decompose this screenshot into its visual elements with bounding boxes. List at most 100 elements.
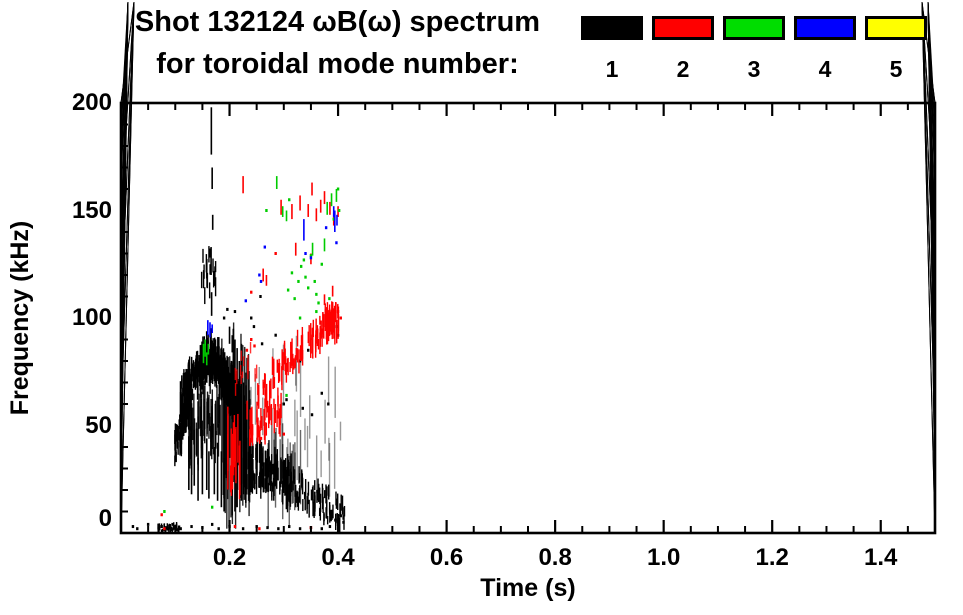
- data-point: [328, 297, 331, 301]
- data-streak: [215, 362, 217, 381]
- data-streak: [289, 362, 291, 373]
- data-streak: [212, 271, 215, 288]
- data-streak: [190, 447, 193, 495]
- legend-item-mode-5: 5: [865, 16, 927, 82]
- data-streak: [180, 417, 183, 427]
- data-streak: [335, 498, 338, 509]
- data-streak: [294, 242, 297, 256]
- data-point: [317, 301, 320, 305]
- data-point: [315, 292, 318, 296]
- data-streak: [214, 337, 216, 356]
- data-streak: [301, 349, 304, 366]
- data-streak: [248, 436, 251, 467]
- data-point: [166, 527, 169, 531]
- data-streak: [325, 307, 328, 326]
- data-streak: [250, 418, 253, 443]
- x-axis-title: Time (s): [480, 574, 576, 602]
- data-streak: [324, 303, 326, 328]
- data-streak: [218, 358, 220, 379]
- data-streak: [213, 358, 215, 373]
- data-streak: [334, 513, 337, 531]
- data-point: [190, 525, 193, 529]
- data-streak: [339, 503, 342, 516]
- chart-title-block: Shot 132124 ωB(ω) spectrum for toroidal …: [50, 0, 625, 84]
- x-tick-label-0.4: 0.4: [321, 544, 355, 571]
- data-streak: [266, 400, 269, 413]
- data-streak: [296, 348, 299, 363]
- data-streak: [312, 499, 314, 517]
- data-streak: [256, 409, 258, 423]
- data-streak: [238, 361, 241, 490]
- data-streak: [323, 513, 325, 522]
- data-streak: [208, 246, 210, 263]
- data-streak: [199, 360, 202, 381]
- data-point: [177, 525, 181, 529]
- legend-item-mode-1: 1: [581, 16, 643, 82]
- data-streak: [295, 492, 297, 508]
- data-streak: [174, 434, 176, 452]
- data-streak: [342, 507, 344, 520]
- data-streak: [304, 491, 306, 511]
- data-point: [285, 393, 288, 397]
- data-streak: [263, 420, 266, 440]
- data-streak: [167, 524, 169, 530]
- data-streak: [195, 370, 197, 388]
- data-streak: [211, 399, 214, 438]
- data-streak: [304, 418, 306, 451]
- data-streak: [231, 433, 234, 490]
- data-streak: [319, 493, 322, 513]
- data-streak: [242, 176, 244, 194]
- data-streak: [283, 480, 285, 488]
- data-streak: [294, 399, 296, 437]
- data-point: [299, 264, 303, 268]
- data-streak: [273, 408, 275, 434]
- data-streak: [286, 483, 289, 492]
- data-streak: [175, 449, 177, 462]
- data-streak: [280, 392, 282, 419]
- data-streak: [189, 386, 191, 431]
- data-streak: [308, 325, 310, 347]
- data-streak: [303, 491, 306, 500]
- data-streak: [205, 254, 208, 273]
- data-streak: [287, 438, 289, 459]
- data-streak: [208, 394, 210, 439]
- data-point: [274, 333, 277, 337]
- data-streak: [311, 327, 314, 347]
- data-point: [250, 338, 253, 341]
- data-streak: [182, 403, 184, 428]
- data-streak: [276, 359, 278, 373]
- data-streak: [334, 366, 336, 418]
- data-streak: [251, 424, 254, 436]
- data-point: [169, 527, 173, 531]
- data-streak: [206, 272, 209, 289]
- data-streak: [214, 261, 217, 273]
- data-streak: [217, 366, 219, 382]
- data-streak: [184, 372, 186, 395]
- data-point: [298, 316, 302, 320]
- data-streak: [329, 201, 331, 215]
- data-streak: [225, 368, 227, 379]
- data-point: [342, 520, 345, 524]
- data-streak: [223, 457, 225, 512]
- data-streak: [273, 361, 275, 384]
- data-streak: [242, 345, 244, 506]
- data-streak: [341, 495, 344, 515]
- data-streak: [277, 362, 280, 383]
- legend-label-mode-4: 4: [818, 56, 832, 82]
- data-point: [310, 413, 314, 417]
- data-streak: [214, 400, 217, 448]
- legend-item-mode-4: 4: [794, 16, 856, 82]
- data-streak: [326, 499, 328, 519]
- series-mode-4: [207, 206, 338, 338]
- data-streak: [318, 508, 321, 516]
- data-point: [146, 522, 150, 526]
- data-point: [309, 256, 313, 260]
- data-streak: [228, 326, 231, 344]
- data-streak: [309, 395, 311, 439]
- data-streak: [296, 410, 298, 481]
- data-streak: [306, 425, 309, 468]
- data-streak: [239, 365, 242, 376]
- data-streak: [264, 398, 266, 421]
- data-streak: [290, 346, 293, 356]
